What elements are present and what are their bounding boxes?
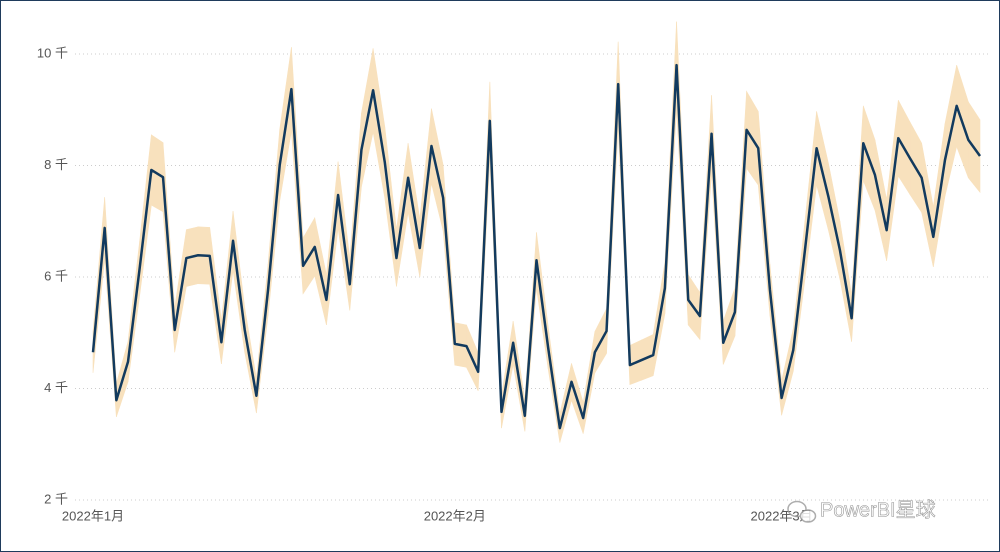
- y-tick-label: 10 千: [37, 45, 68, 60]
- y-tick-label: 8 千: [44, 157, 68, 172]
- y-tick-label: 6 千: [44, 268, 68, 283]
- labels: 2 千 4 千 6 千 8 千 10 千 2022年1月 2022年2月 2022年3月: [37, 45, 813, 523]
- line-layer: [91, 63, 982, 430]
- y-tick-label: 2 千: [44, 491, 68, 506]
- watermark-icon: [787, 500, 817, 523]
- x-tick-label: 2022年2月: [424, 508, 486, 523]
- series-line: [91, 63, 982, 430]
- x-tick-label: 2022年3月: [751, 508, 813, 523]
- x-tick-label: 2022年1月: [62, 508, 124, 523]
- y-tick-label: 4 千: [44, 380, 68, 395]
- watermark: PowerBI星球: [820, 498, 936, 521]
